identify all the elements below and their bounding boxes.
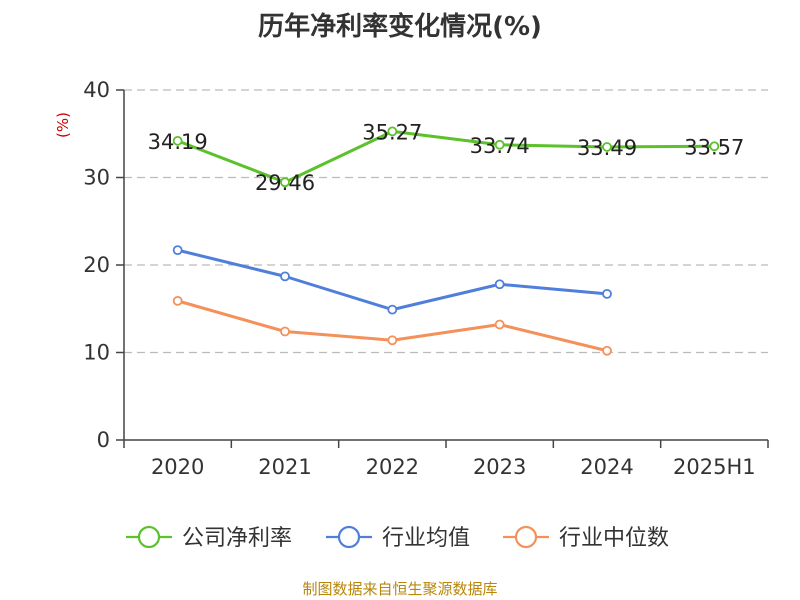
- data-label: 29.46: [255, 171, 315, 195]
- series-line: [176, 248, 609, 312]
- x-tick-label: 2023: [473, 455, 526, 479]
- data-point: [172, 245, 183, 256]
- legend: 公司净利率 行业均值 行业中位数: [126, 525, 669, 551]
- data-point: [387, 126, 398, 137]
- y-axis-unit-label: (%): [54, 112, 72, 138]
- data-point: [602, 345, 612, 356]
- data-label: 33.57: [684, 135, 744, 159]
- x-tick-label: 2024: [580, 455, 633, 479]
- data-point: [280, 177, 290, 188]
- legend-marker: [137, 525, 161, 549]
- data-point: [387, 304, 398, 315]
- data-point: [280, 271, 290, 282]
- data-point: [494, 139, 505, 150]
- data-point: [172, 295, 183, 306]
- data-point: [494, 319, 505, 330]
- data-point: [280, 326, 290, 337]
- legend-marker: [337, 525, 361, 549]
- data-point: [387, 335, 398, 346]
- legend-marker: [514, 525, 538, 549]
- data-point: [494, 279, 505, 290]
- x-tick-label: 2021: [258, 455, 311, 479]
- data-label: 33.49: [577, 136, 637, 160]
- data-label: 33.74: [470, 134, 530, 158]
- y-tick-label: 20: [83, 253, 110, 277]
- axes: 0 10 20 30 40 2020 2021 2022 2023 2024 2025H1: [83, 78, 769, 479]
- source-note: 制图数据来自恒生聚源数据库: [302, 580, 497, 598]
- legend-label: 行业均值: [382, 526, 470, 551]
- x-tick-label: 2022: [366, 455, 419, 479]
- data-point: [602, 142, 612, 152]
- y-tick-label: 40: [83, 78, 110, 102]
- grid-lines: [124, 89, 768, 354]
- legend-label: 行业中位数: [559, 526, 669, 551]
- legend-label: 公司净利率: [182, 526, 292, 551]
- y-tick-label: 30: [83, 166, 110, 190]
- y-tick-label: 10: [83, 341, 110, 365]
- chart-title: 历年净利率变化情况(%): [258, 11, 542, 42]
- data-label: 34.19: [148, 130, 208, 154]
- data-point: [602, 288, 612, 299]
- series-line: [176, 129, 716, 184]
- data-point: [172, 135, 183, 146]
- data-labels: 34.19 29.46 35.27 33.74 33.49 33.57: [148, 120, 745, 195]
- data-point: [709, 141, 720, 152]
- y-tick-label: 0: [97, 428, 110, 452]
- series-lines: [172, 126, 720, 356]
- data-label: 35.27: [362, 120, 422, 144]
- x-tick-label: 2020: [151, 455, 204, 479]
- x-tick-label: 2025H1: [673, 455, 756, 479]
